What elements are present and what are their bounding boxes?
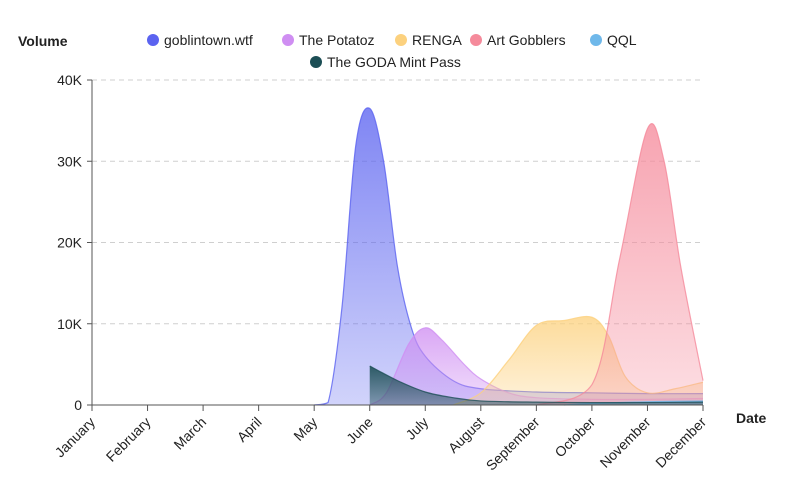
gridlines [92, 79, 703, 325]
y-tick-label: 10K [57, 316, 83, 332]
legend-swatch [282, 34, 294, 46]
legend-label: The Potatoz [299, 32, 375, 48]
legend-item[interactable]: The Potatoz [282, 32, 375, 48]
legend-label: Art Gobblers [487, 32, 566, 48]
y-axis-title: Volume [18, 33, 68, 49]
area-renga[interactable] [453, 316, 703, 405]
x-tick-label: June [343, 414, 376, 447]
area-the-potatoz[interactable] [369, 327, 703, 405]
y-tick-label: 30K [57, 153, 83, 169]
legend-item[interactable]: RENGA [395, 32, 462, 48]
area-art-gobblers[interactable] [536, 123, 703, 405]
legend-swatch [310, 56, 322, 68]
x-tick-label: August [445, 414, 487, 456]
legend-item[interactable]: The GODA Mint Pass [310, 54, 461, 70]
x-tick-label: May [290, 414, 320, 444]
x-tick-label: October [551, 414, 598, 461]
legend-swatch [590, 34, 602, 46]
legend-swatch [395, 34, 407, 46]
line-the-goda-mint-pass [369, 365, 704, 404]
x-tick-label: November [597, 414, 654, 471]
x-tick-label: January [52, 414, 99, 461]
y-tick-label: 0 [74, 397, 82, 413]
area-the-goda-mint-pass[interactable] [369, 366, 703, 405]
area-goblintown-wtf[interactable] [314, 107, 703, 405]
x-tick-label: February [103, 414, 154, 465]
legend-item[interactable]: goblintown.wtf [147, 32, 253, 48]
legend-item[interactable]: Art Gobblers [470, 32, 566, 48]
y-tick-label: 40K [57, 72, 83, 88]
x-tick-label: April [234, 414, 265, 445]
x-tick-label: September [483, 414, 543, 474]
legend: goblintown.wtf The Potatoz RENGA Art Gobble… [147, 32, 637, 70]
x-tick-label: July [402, 414, 431, 443]
legend-swatch [147, 34, 159, 46]
x-tick-label: December [652, 414, 709, 471]
y-tick-label: 20K [57, 235, 83, 251]
legend-item[interactable]: QQL [590, 32, 637, 48]
legend-label: goblintown.wtf [164, 32, 253, 48]
legend-label: QQL [607, 32, 637, 48]
legend-label: RENGA [412, 32, 462, 48]
x-axis-title: Date [736, 410, 767, 426]
legend-swatch [470, 34, 482, 46]
legend-label: The GODA Mint Pass [327, 54, 461, 70]
line-art-gobblers [536, 123, 704, 406]
x-tick-label: March [170, 414, 209, 453]
series-areas [314, 107, 704, 406]
